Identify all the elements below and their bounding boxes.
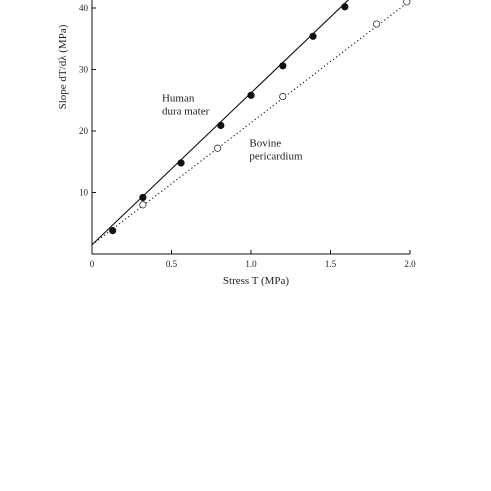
point-bovine-pericardium <box>214 144 222 152</box>
point-bovine-pericardium <box>139 201 147 209</box>
y-tick-label: 20 <box>79 126 89 136</box>
point-human-dura-mater <box>139 193 147 202</box>
point-human-dura-mater <box>279 62 287 70</box>
fit-line-bovine-pericardium <box>91 0 411 246</box>
point-bovine-pericardium <box>373 20 381 28</box>
point-human-dura-mater <box>109 227 117 235</box>
point-human-dura-mater <box>309 32 317 40</box>
x-tick-label: 2.0 <box>404 259 416 269</box>
point-human-dura-mater <box>177 159 185 167</box>
x-tick-label: 0 <box>90 259 95 269</box>
point-human-dura-mater <box>217 121 225 130</box>
annotations: Human dura mater Bovine pericardium <box>162 92 303 162</box>
data-points <box>109 0 411 235</box>
x-tick-label: 1.5 <box>325 259 337 269</box>
x-axis-label: Stress T (MPa) <box>223 275 290 287</box>
axes <box>91 0 410 255</box>
y-tick-label: 40 <box>79 3 89 13</box>
point-bovine-pericardium <box>403 0 411 6</box>
y-tick-label: 10 <box>79 188 89 198</box>
point-human-dura-mater <box>341 3 349 11</box>
point-human-dura-mater <box>247 91 255 99</box>
annotation-bovine-pericardium: Bovine pericardium <box>249 137 303 162</box>
x-tick-label: 0.5 <box>166 259 178 269</box>
annotation-human-dura-mater: Human dura mater <box>162 92 210 117</box>
fit-line-human-dura-mater <box>91 0 350 246</box>
fit-lines <box>91 0 411 246</box>
x-tick-label: 1.0 <box>245 259 257 269</box>
y-axis-label: Slope dT/dλ (MPa) <box>57 24 69 109</box>
ticks: 0 0.5 1.0 1.5 2.0 10 20 30 40 <box>79 3 416 269</box>
point-bovine-pericardium <box>279 93 287 101</box>
y-tick-label: 30 <box>79 65 89 75</box>
